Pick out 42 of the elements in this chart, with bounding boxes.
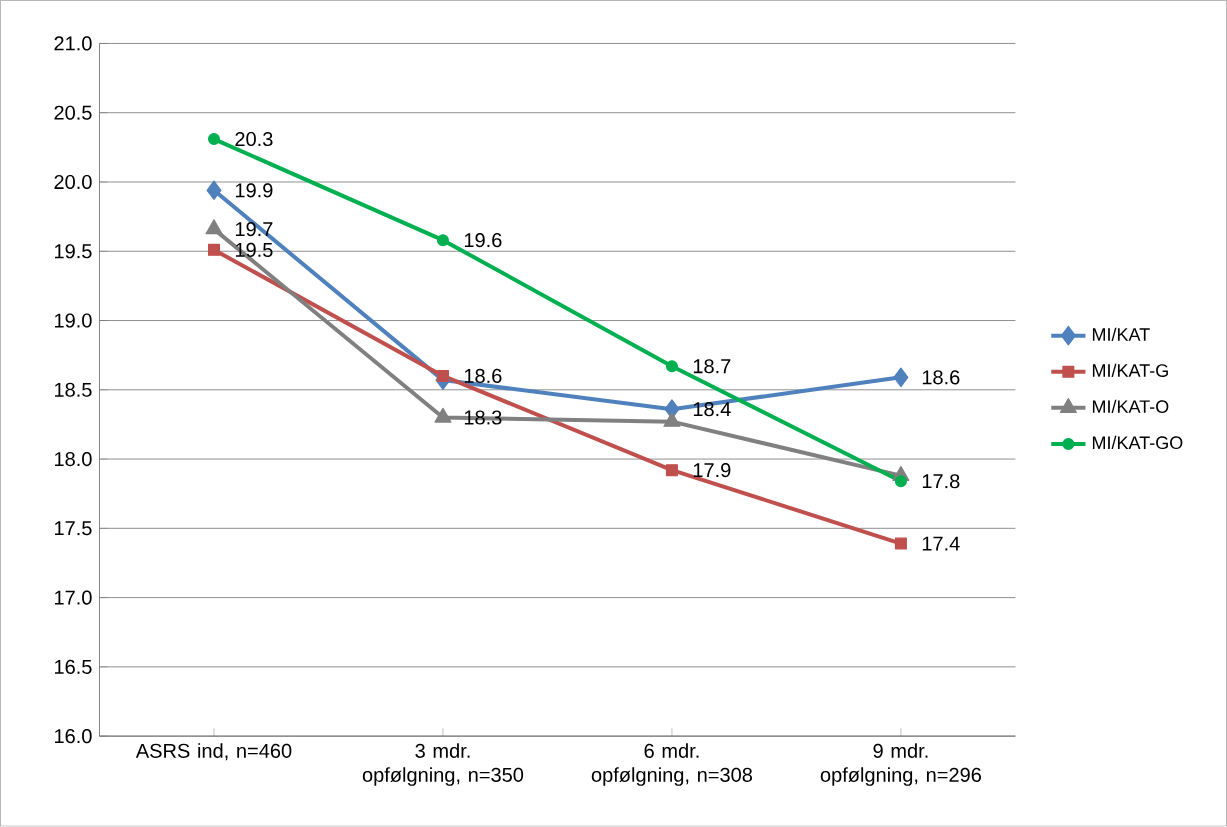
point — [665, 464, 678, 477]
point — [207, 133, 220, 146]
y-tick-label: 19.0 — [55, 313, 92, 328]
data-label: 18.6 — [922, 370, 960, 385]
point — [436, 234, 449, 247]
x-tick-label: 3 mdr. opfølgning, n=350 — [362, 743, 524, 787]
y-tick-label: 17.0 — [55, 590, 92, 605]
data-label: 18.7 — [693, 359, 731, 374]
data-label: 19.5 — [235, 242, 273, 258]
point — [894, 537, 907, 550]
legend-label: MI/KAT-O — [1092, 399, 1169, 414]
point — [436, 370, 449, 383]
x-tick-label: 9 mdr. opfølgning, n=296 — [820, 743, 981, 787]
y-tick-label: 18.0 — [55, 452, 92, 467]
point — [663, 412, 681, 428]
y-tick-label: 18.5 — [55, 382, 92, 398]
data-label: 17.9 — [693, 463, 731, 478]
x-tick-label: 6 mdr. opfølgning, n=308 — [591, 743, 753, 787]
data-label: 18.4 — [693, 402, 731, 417]
y-tick-label: 21.0 — [54, 36, 92, 51]
x-tick-label: ASRS ind, n=460 — [135, 743, 292, 761]
y-tick-label: 20.5 — [54, 105, 92, 120]
data-label: 17.4 — [922, 536, 960, 551]
y-tick-label: 19.5 — [55, 244, 92, 259]
y-tick-label: 20.0 — [54, 175, 92, 190]
data-label: 19.6 — [464, 233, 502, 248]
data-label: 17.8 — [922, 474, 960, 489]
point — [206, 180, 222, 201]
legend-label: MI/KAT-GO — [1092, 436, 1183, 450]
point — [894, 475, 907, 488]
legend-label: MI/KAT-G — [1092, 363, 1168, 378]
y-tick-label: 17.5 — [55, 521, 92, 536]
point — [893, 367, 909, 388]
data-label: 19.9 — [235, 183, 273, 198]
point — [665, 360, 678, 373]
data-label: 18.6 — [464, 369, 502, 384]
legend-label: MI/KAT — [1092, 327, 1150, 342]
data-label: 20.3 — [235, 132, 273, 147]
point — [207, 244, 220, 257]
y-tick-label: 16.0 — [55, 729, 92, 744]
data-label: 18.3 — [464, 410, 502, 425]
y-tick-label: 16.5 — [55, 659, 92, 675]
